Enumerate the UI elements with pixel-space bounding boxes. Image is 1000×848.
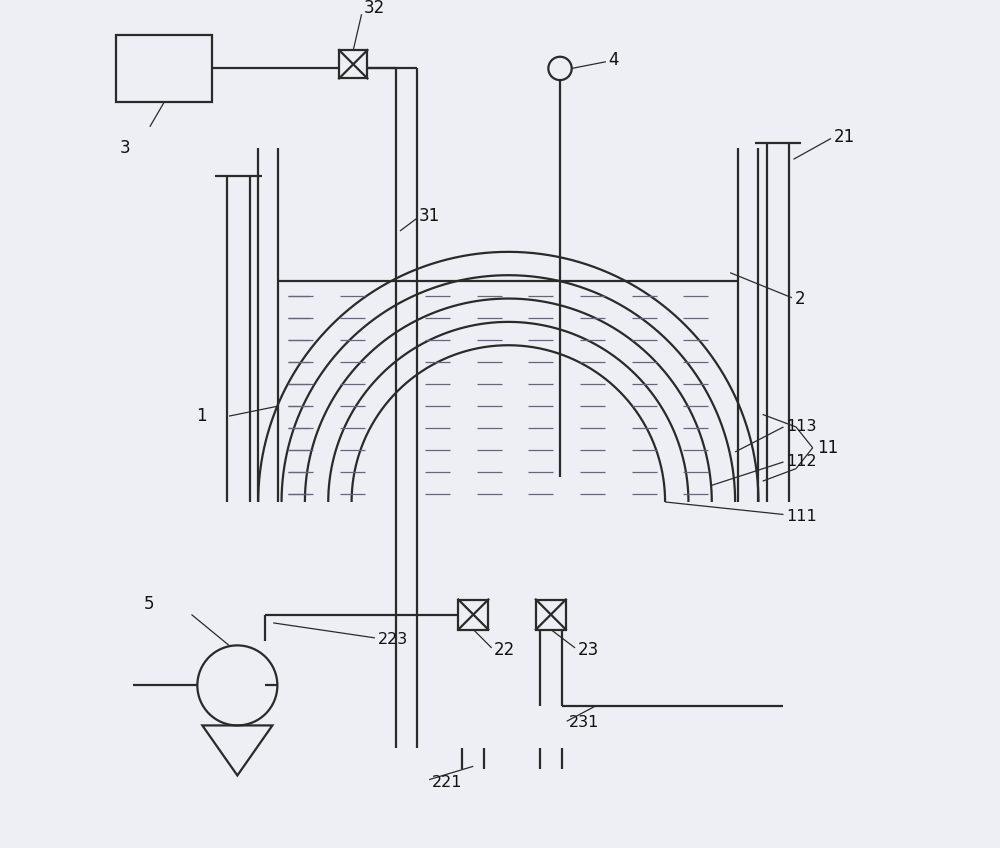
Text: 1: 1: [196, 407, 207, 425]
Text: 2: 2: [794, 290, 805, 309]
Text: 23: 23: [578, 640, 599, 659]
Text: 11: 11: [817, 438, 838, 457]
Text: 113: 113: [786, 420, 816, 434]
Bar: [339, 50, 367, 78]
Text: 22: 22: [494, 640, 515, 659]
Text: 111: 111: [786, 509, 817, 524]
Text: 31: 31: [419, 207, 440, 225]
Text: 4: 4: [608, 51, 619, 69]
Text: 231: 231: [569, 716, 600, 730]
Text: 3: 3: [119, 138, 130, 157]
Text: 221: 221: [432, 774, 462, 789]
Text: 21: 21: [834, 128, 855, 146]
Text: 112: 112: [786, 455, 817, 470]
Bar: [458, 600, 488, 629]
Bar: [116, 35, 212, 102]
Text: 5: 5: [143, 594, 154, 613]
Bar: [536, 600, 566, 629]
Text: 223: 223: [377, 632, 408, 647]
Text: 32: 32: [364, 0, 385, 17]
